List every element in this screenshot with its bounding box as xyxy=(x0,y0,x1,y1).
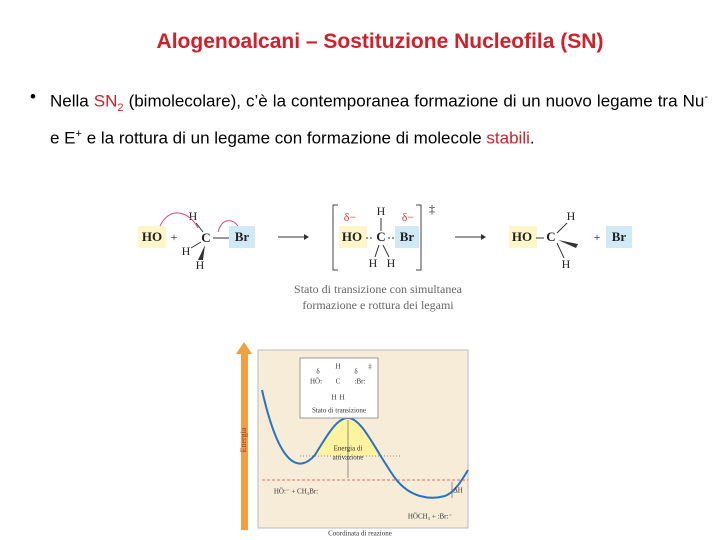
arrow-head xyxy=(481,234,486,240)
symbol: ‡ xyxy=(429,202,435,216)
partial-charge: δ− xyxy=(344,210,357,224)
partial-charge: δ xyxy=(316,368,320,376)
bullet-marker: • xyxy=(30,87,36,106)
plus: + xyxy=(594,230,601,244)
superscript: - xyxy=(704,91,708,103)
bond xyxy=(556,242,565,259)
bond xyxy=(556,222,568,234)
atom: Br xyxy=(235,229,250,244)
bracket xyxy=(332,204,422,271)
wedge xyxy=(198,245,205,260)
highlight xyxy=(339,226,367,248)
atom: H xyxy=(377,204,386,218)
atom: HO xyxy=(512,229,532,244)
atom: HO xyxy=(142,229,162,244)
text: e E xyxy=(50,128,76,148)
arrow-head xyxy=(304,234,309,240)
atom: C xyxy=(336,378,341,386)
text: e la rottura di un legame con formazione… xyxy=(81,128,487,148)
caption: formazione e rottura dei legami xyxy=(302,298,454,312)
superscript: + xyxy=(75,128,82,141)
products: HO C H H + Br xyxy=(509,209,632,271)
text: (bimolecolare), c’è la contemporanea for… xyxy=(123,91,705,111)
atom: H xyxy=(189,209,198,223)
products-label: HÖCH₃ + :Br:⁻ xyxy=(408,513,453,521)
wedge xyxy=(558,240,578,248)
reactants: HO + C H H H Br xyxy=(138,209,255,272)
atom: C xyxy=(376,229,385,244)
bond xyxy=(374,244,380,258)
atom: H xyxy=(182,244,191,258)
partial-charge: δ xyxy=(354,368,358,376)
atom: H xyxy=(369,256,378,270)
transition-state: δ− δ− HO C Br H H H ‡ xyxy=(332,202,435,271)
bond xyxy=(382,244,390,258)
y-axis-label: Energia xyxy=(239,427,248,452)
atom: C xyxy=(546,229,555,244)
atom: HÖ: xyxy=(310,378,322,386)
ts-box xyxy=(299,357,379,419)
subscript: 2 xyxy=(117,102,124,115)
text: Nella xyxy=(50,91,94,111)
atom: Br xyxy=(612,229,627,244)
atom: H xyxy=(196,258,205,272)
text: SN xyxy=(93,91,118,111)
x-axis-label: Coordinata di reazione xyxy=(328,530,392,538)
highlight xyxy=(229,226,255,248)
atom: Br xyxy=(400,229,415,244)
atom: H xyxy=(335,363,340,371)
ts-label: Stato di transizione xyxy=(312,407,366,415)
curved-arrow xyxy=(217,220,239,233)
delta-h: ΔH xyxy=(453,487,463,495)
energy-axis xyxy=(241,352,248,530)
atom: C xyxy=(201,230,210,245)
caption: Stato di transizione con simultanea xyxy=(294,282,463,296)
axis-head xyxy=(236,342,252,354)
atom: H xyxy=(387,256,396,270)
text: stabili xyxy=(486,128,530,148)
slide-title: Alogenoalcani – Sostituzione Nucleofila … xyxy=(156,30,604,53)
plus: + xyxy=(171,230,178,244)
bond xyxy=(195,222,204,233)
bond xyxy=(190,241,202,249)
partial-charge: δ− xyxy=(402,210,415,224)
atom: H xyxy=(562,257,571,271)
highlight xyxy=(606,226,632,248)
atom: :Br: xyxy=(355,378,366,386)
highlight xyxy=(138,226,166,248)
curved-arrow xyxy=(159,212,199,229)
atom: H xyxy=(567,209,576,223)
bullet: • Nella SN2 (bimolecolare), c’è la contem… xyxy=(30,84,708,152)
activation-label: Energia di xyxy=(334,445,363,453)
energy-curve xyxy=(261,389,469,499)
atom: HO xyxy=(342,229,362,244)
highlight xyxy=(509,226,537,248)
text: . xyxy=(529,128,535,148)
highlight xyxy=(395,226,419,248)
energy-diagram: Energia δ δ H HÖ: C :Br: H H ‡ Stato di … xyxy=(236,342,469,538)
atom: H xyxy=(331,394,336,402)
activation-label: attivazione xyxy=(333,454,364,462)
activation-area xyxy=(314,418,383,456)
atom: H xyxy=(339,394,344,402)
reactants-label: HÖ:⁻ + CH₃Br: xyxy=(274,488,318,496)
symbol: ‡ xyxy=(368,363,372,371)
